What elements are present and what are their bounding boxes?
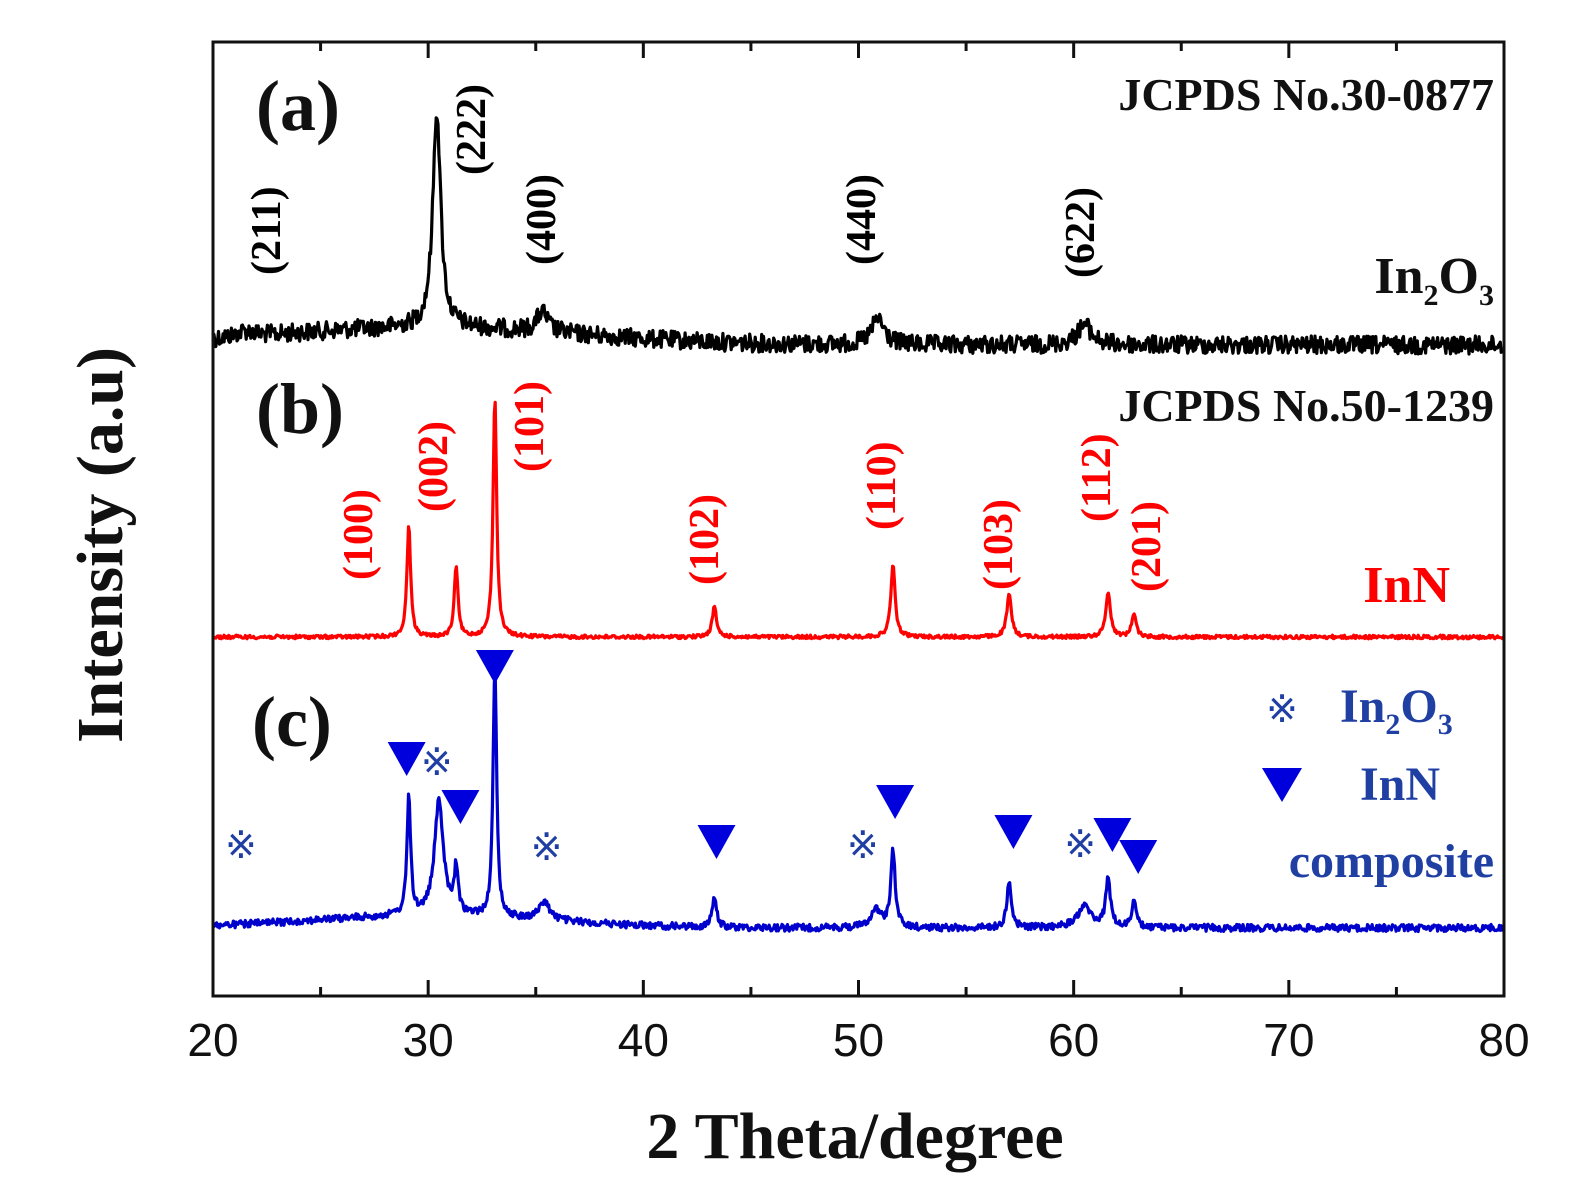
hkl-label-b: (102) [682, 494, 728, 585]
axes: 20 30 40 50 60 70 80 [187, 40, 1530, 1066]
y-axis-title: Intensity (a.u) [64, 347, 137, 743]
legend-in2o3-marker: ※ [1266, 687, 1298, 731]
marker-in2o3: ※ [531, 825, 563, 869]
hkl-label-a: (211) [244, 186, 290, 275]
marker-inn [475, 650, 514, 684]
jcpds-reference-a: JCPDS No.30-0877 [1118, 69, 1494, 120]
annotations: (211) (222) (400) (440) (622) (100) (002) (101)… [225, 84, 1170, 874]
marker-inn [994, 815, 1033, 849]
marker-inn [387, 742, 426, 776]
hkl-label-a: (440) [839, 174, 885, 265]
hkl-label-b: (101) [507, 381, 553, 472]
hkl-label-b: (112) [1074, 433, 1120, 522]
hkl-label-b: (110) [859, 441, 905, 530]
hkl-label-b: (201) [1124, 501, 1170, 592]
jcpds-reference-b: JCPDS No.50-1239 [1118, 380, 1494, 431]
panel-label-c: (c) [252, 682, 332, 762]
hkl-label-a: (222) [449, 84, 495, 175]
x-tick-label: 30 [403, 1014, 454, 1066]
marker-in2o3: ※ [421, 740, 453, 784]
x-tick-label: 50 [833, 1014, 884, 1066]
x-tick-label: 40 [618, 1014, 669, 1066]
x-tick-label: 20 [187, 1014, 238, 1066]
legend-composite-label: composite [1289, 835, 1494, 888]
panel-label-b: (b) [256, 369, 344, 449]
hkl-label-b: (103) [976, 499, 1022, 590]
marker-inn [441, 790, 480, 824]
series-label-inn: InN [1363, 557, 1450, 614]
trace-a [211, 116, 1505, 356]
x-axis-title: 2 Theta/degree [646, 1100, 1063, 1173]
x-tick-label: 60 [1048, 1014, 1099, 1066]
hkl-label-a: (622) [1058, 187, 1104, 278]
marker-in2o3: ※ [225, 823, 257, 867]
marker-in2o3: ※ [847, 823, 879, 867]
marker-inn [1119, 840, 1158, 874]
marker-inn [697, 825, 736, 859]
marker-in2o3: ※ [1064, 822, 1096, 866]
panel-label-a: (a) [256, 66, 340, 146]
legend-in2o3-label: In2O3 [1340, 680, 1453, 741]
hkl-label-b: (100) [336, 489, 382, 580]
legend: ※ In2O3 InN composite [1262, 680, 1494, 888]
hkl-label-b: (002) [411, 421, 457, 512]
x-tick-label: 80 [1478, 1014, 1529, 1066]
trace-b [211, 400, 1505, 641]
trace-c [212, 671, 1506, 934]
marker-inn [1093, 818, 1132, 852]
marker-inn [876, 785, 915, 819]
hkl-label-a: (400) [519, 174, 565, 265]
series-label-in2o3: In2O3 [1374, 248, 1494, 312]
legend-inn-marker [1262, 768, 1302, 802]
xrd-traces [211, 116, 1506, 934]
x-tick-label: 70 [1263, 1014, 1314, 1066]
legend-inn-label: InN [1360, 758, 1440, 811]
